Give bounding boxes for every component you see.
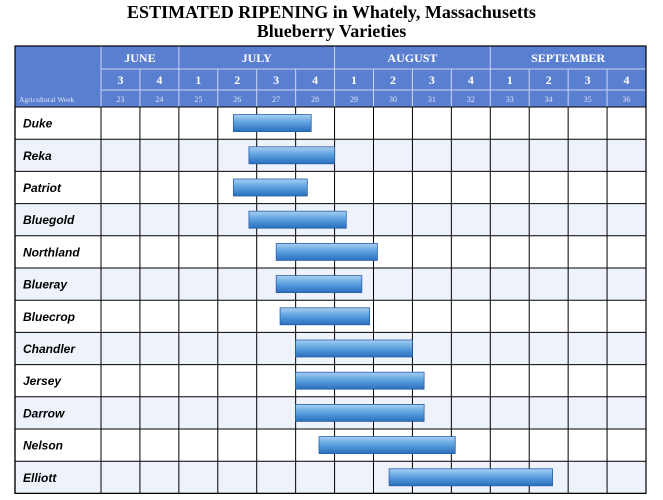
ripening-bar-reka <box>248 146 335 165</box>
header-background <box>15 46 646 107</box>
week-number: 1 <box>351 73 357 87</box>
ripening-bar-bluecrop <box>279 307 371 326</box>
variety-label: Bluegold <box>23 213 75 227</box>
week-number: 1 <box>195 73 201 87</box>
month-label: AUGUST <box>387 51 437 65</box>
week-number: 2 <box>390 73 396 87</box>
week-number: 4 <box>468 73 474 87</box>
agricultural-week-number: 26 <box>233 95 241 104</box>
agricultural-week-number: 36 <box>623 95 631 104</box>
agricultural-week-number: 25 <box>194 95 202 104</box>
ripening-bar-jersey <box>295 371 425 390</box>
month-label: JULY <box>242 51 273 65</box>
variety-label: Bluecrop <box>23 310 75 324</box>
week-number: 3 <box>585 73 591 87</box>
agricultural-week-number: 34 <box>545 95 553 104</box>
month-label: SEPTEMBER <box>531 51 605 65</box>
row-background <box>15 171 646 204</box>
variety-label: Duke <box>23 117 53 131</box>
variety-label: Jersey <box>23 374 62 388</box>
variety-label: Chandler <box>23 342 76 356</box>
agricultural-week-number: 35 <box>584 95 592 104</box>
agricultural-week-number: 28 <box>311 95 319 104</box>
variety-label: Patriot <box>23 181 62 195</box>
month-label: JUNE <box>124 51 155 65</box>
week-number: 4 <box>624 73 630 87</box>
ripening-bar-northland <box>275 242 378 261</box>
week-number: 2 <box>546 73 552 87</box>
variety-label: Blueray <box>23 278 68 292</box>
agricultural-week-number: 24 <box>155 95 163 104</box>
week-number: 4 <box>312 73 318 87</box>
variety-label: Reka <box>23 149 52 163</box>
agricultural-week-number: 33 <box>506 95 514 104</box>
agricultural-week-number: 23 <box>116 95 124 104</box>
ripening-bar-blueray <box>275 275 363 294</box>
week-number: 1 <box>507 73 513 87</box>
variety-label: Northland <box>23 245 80 259</box>
agricultural-week-number: 32 <box>467 95 475 104</box>
ripening-bar-darrow <box>295 403 425 422</box>
variety-label: Darrow <box>23 406 65 420</box>
ripening-bar-nelson <box>318 436 456 455</box>
agricultural-week-number: 29 <box>350 95 358 104</box>
chart-title: ESTIMATED RIPENING in Whately, Massachus… <box>127 2 536 22</box>
agricultural-week-number: 31 <box>428 95 436 104</box>
row-background <box>15 107 646 140</box>
variety-label: Nelson <box>23 439 63 453</box>
chart-subtitle: Blueberry Varieties <box>256 21 407 41</box>
week-number: 3 <box>273 73 279 87</box>
ripening-bar-elliott <box>388 468 553 487</box>
agricultural-week-number: 30 <box>389 95 397 104</box>
ripening-bar-bluegold <box>248 210 347 229</box>
week-number: 3 <box>117 73 123 87</box>
week-number: 4 <box>156 73 162 87</box>
ripening-bar-patriot <box>232 178 308 197</box>
ripening-bar-chandler <box>295 339 413 358</box>
agricultural-week-label: Agricultural Week <box>19 95 75 104</box>
variety-label: Elliott <box>23 471 57 485</box>
ripening-bar-duke <box>232 114 312 132</box>
week-number: 2 <box>234 73 240 87</box>
week-number: 3 <box>429 73 435 87</box>
agricultural-week-number: 27 <box>272 95 280 104</box>
